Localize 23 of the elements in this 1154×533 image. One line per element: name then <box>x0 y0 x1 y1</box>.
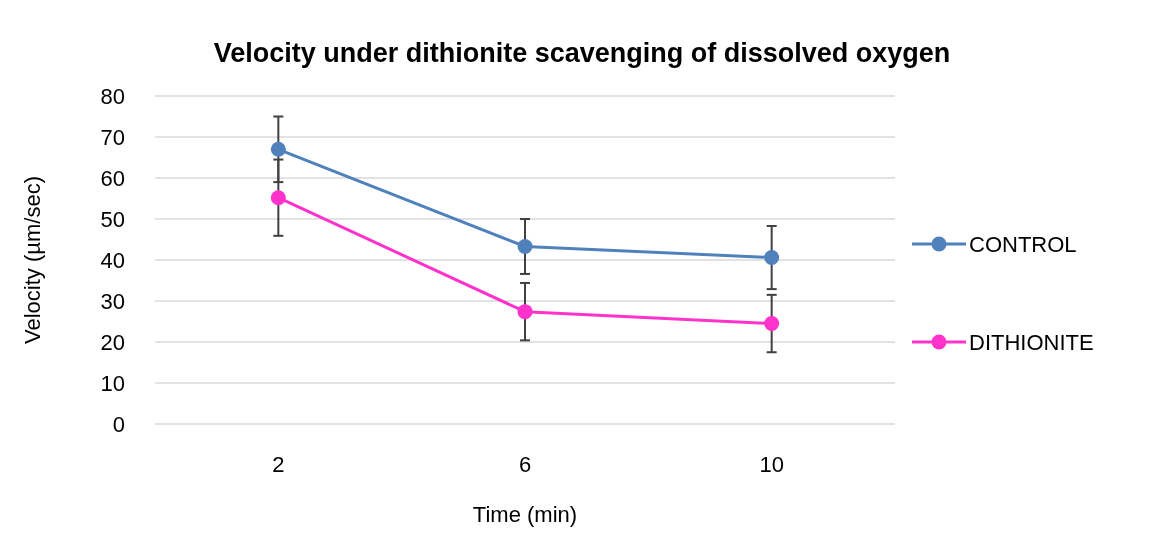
y-tick-label: 10 <box>100 370 125 396</box>
point <box>764 316 780 332</box>
point <box>517 238 533 254</box>
y-tick-label: 0 <box>112 411 125 437</box>
x-tick-label: 6 <box>518 452 532 477</box>
point <box>270 141 286 157</box>
legend-label: DITHIONITE <box>969 329 1094 355</box>
chart-title: Velocity under dithionite scavenging of dissolved oxygen <box>213 38 951 68</box>
legend-label: CONTROL <box>969 231 1077 257</box>
point <box>270 190 286 206</box>
y-tick-label: 80 <box>100 83 125 109</box>
y-tick-label: 30 <box>100 288 125 314</box>
x-tick-label: 10 <box>759 452 784 477</box>
x-tick-label: 2 <box>272 452 285 477</box>
y-tick-label: 20 <box>100 329 125 355</box>
y-tick-label: 70 <box>100 124 125 150</box>
y-tick-label: 60 <box>100 165 125 191</box>
y-tick-label: 40 <box>100 247 125 273</box>
point <box>517 304 533 320</box>
y-tick-label: 50 <box>100 206 125 232</box>
point <box>764 250 780 266</box>
x-axis-title: Time (min) <box>472 502 578 527</box>
y-axis-title: Velocity (µm/sec) <box>20 176 45 344</box>
